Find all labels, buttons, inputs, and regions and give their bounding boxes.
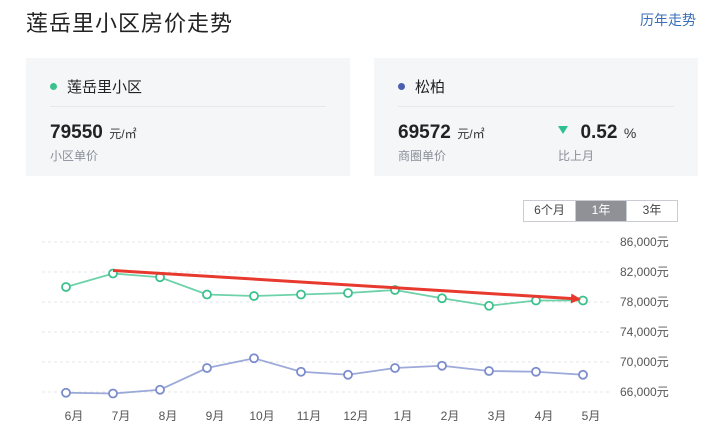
- y-tick-label: 86,000元: [620, 235, 669, 249]
- district-dot-icon: [398, 83, 405, 90]
- trend-annotation: [112, 269, 581, 304]
- y-tick-label: 74,000元: [620, 325, 669, 339]
- x-tick-label: 10月: [249, 409, 274, 423]
- data-point[interactable]: [578, 369, 588, 380]
- district-card-header: 松柏: [398, 76, 445, 97]
- period-tabs: 6个月 1年 3年: [523, 200, 678, 222]
- month-change-stat: 0.52 % 比上月: [558, 122, 636, 164]
- data-point[interactable]: [249, 291, 259, 301]
- data-point[interactable]: [484, 300, 494, 311]
- district-price-stat: 69572 元/㎡ 商圈单价: [398, 122, 485, 164]
- data-point[interactable]: [296, 366, 306, 377]
- data-point[interactable]: [249, 353, 259, 364]
- x-tick-label: 8月: [159, 409, 178, 423]
- data-point[interactable]: [437, 360, 447, 371]
- history-trend-link[interactable]: 历年走势: [640, 12, 696, 28]
- x-tick-label: 9月: [206, 409, 225, 423]
- series-line-0: [65, 272, 583, 307]
- y-tick-label: 66,000元: [620, 385, 669, 399]
- community-price-stat: 79550 元/㎡ 小区单价: [50, 122, 137, 164]
- data-point[interactable]: [437, 293, 447, 304]
- y-tick-label: 78,000元: [620, 295, 669, 309]
- district-price-value: 69572: [398, 122, 451, 143]
- x-tick-label: 11月: [297, 409, 321, 423]
- month-change-value: 0.52: [580, 122, 618, 143]
- series-lines: [61, 268, 588, 399]
- district-price-card: 松柏 69572 元/㎡ 商圈单价 0.52 % 比上月: [374, 58, 698, 176]
- community-price-value: 79550: [50, 122, 103, 143]
- y-tick-label: 70,000元: [620, 355, 669, 369]
- district-name: 松柏: [415, 79, 446, 96]
- district-price-unit: 元/㎡: [457, 127, 485, 141]
- district-price-label: 商圈单价: [398, 149, 447, 163]
- x-tick-label: 5月: [582, 409, 601, 423]
- data-point[interactable]: [390, 363, 400, 373]
- data-point[interactable]: [202, 289, 212, 300]
- x-axis-ticks: 6月 7月 8月 9月 10月 11月 12月 1月 2月 3月 4月 5月: [65, 409, 601, 423]
- community-price-card: 莲岳里小区 79550 元/㎡ 小区单价: [26, 58, 350, 176]
- month-change-unit: %: [623, 125, 637, 141]
- tab-1-year[interactable]: 1年: [575, 201, 626, 221]
- x-tick-label: 1月: [394, 409, 413, 423]
- x-tick-label: 2月: [441, 409, 460, 423]
- price-trend-chart: 86,000元 82,000元 78,000元 74,000元 70,000元 66,00…: [42, 235, 669, 423]
- data-point[interactable]: [108, 388, 118, 399]
- data-point[interactable]: [484, 366, 494, 376]
- grid-lines: [42, 241, 612, 393]
- community-card-header: 莲岳里小区: [50, 76, 142, 97]
- data-point[interactable]: [61, 387, 71, 398]
- x-tick-label: 6月: [65, 409, 84, 423]
- page-title: 莲岳里小区房价走势: [26, 11, 234, 36]
- card-divider: [50, 106, 326, 107]
- community-name: 莲岳里小区: [67, 79, 143, 96]
- y-axis-ticks: 86,000元 82,000元 78,000元 74,000元 70,000元 66,00…: [620, 235, 669, 399]
- community-price-unit: 元/㎡: [109, 127, 137, 141]
- data-point[interactable]: [296, 289, 306, 300]
- x-tick-label: 3月: [488, 409, 507, 423]
- tab-6-months[interactable]: 6个月: [524, 201, 575, 221]
- x-tick-label: 12月: [343, 409, 368, 423]
- card-divider: [398, 106, 674, 107]
- x-tick-label: 4月: [535, 409, 554, 423]
- data-point[interactable]: [155, 384, 165, 395]
- data-point[interactable]: [343, 288, 353, 298]
- data-point[interactable]: [202, 363, 212, 373]
- community-price-label: 小区单价: [50, 149, 99, 163]
- community-dot-icon: [50, 83, 57, 90]
- month-change-label: 比上月: [558, 149, 595, 163]
- down-triangle-icon: [558, 126, 568, 134]
- data-point[interactable]: [61, 282, 71, 292]
- trend-arrow: [112, 269, 581, 304]
- data-point[interactable]: [531, 366, 541, 377]
- x-tick-label: 7月: [112, 409, 131, 423]
- series-line-1: [65, 357, 584, 395]
- y-tick-label: 82,000元: [620, 265, 669, 279]
- data-point[interactable]: [578, 295, 588, 306]
- tab-3-years[interactable]: 3年: [626, 201, 677, 221]
- data-point[interactable]: [343, 369, 353, 380]
